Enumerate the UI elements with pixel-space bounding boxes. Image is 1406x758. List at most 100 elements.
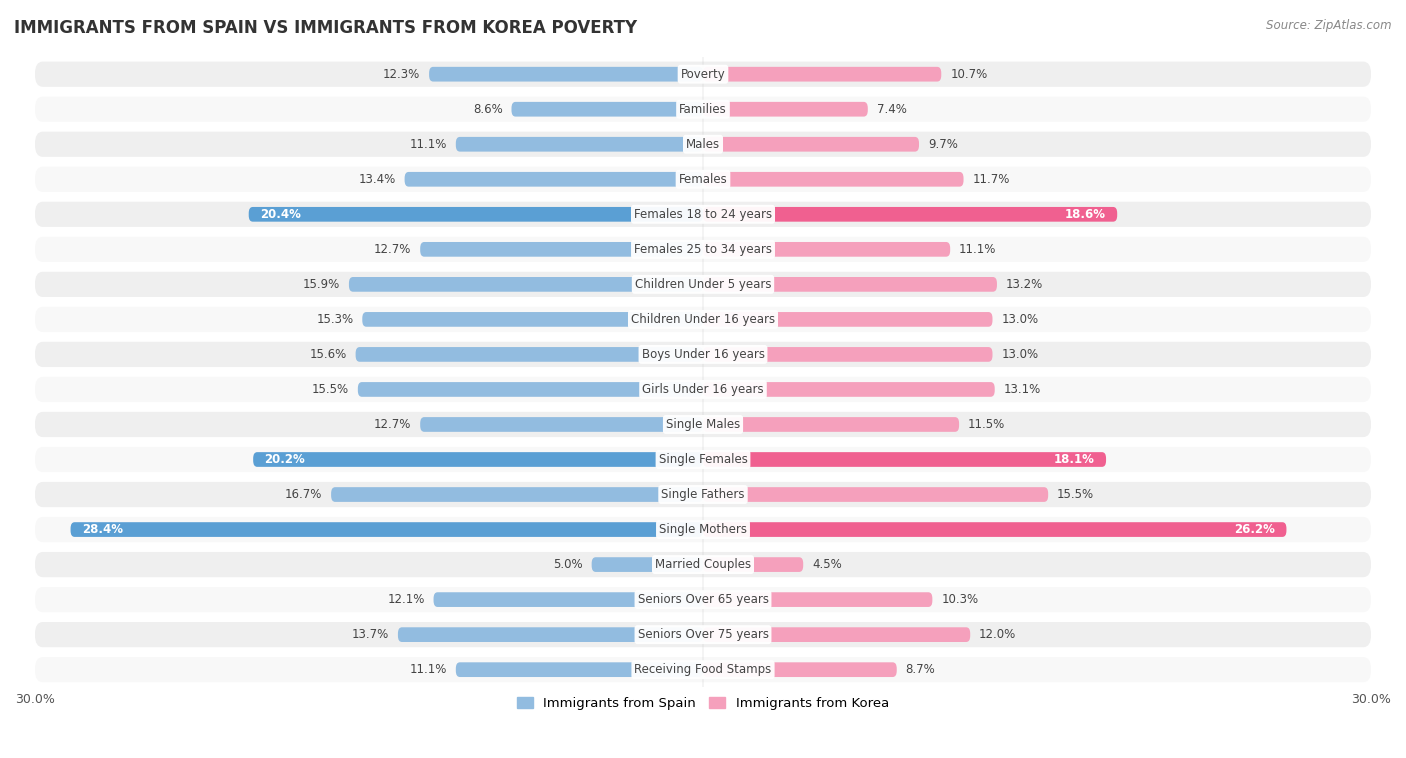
FancyBboxPatch shape: [703, 137, 920, 152]
FancyBboxPatch shape: [703, 557, 803, 572]
FancyBboxPatch shape: [35, 517, 1371, 542]
FancyBboxPatch shape: [420, 242, 703, 257]
FancyBboxPatch shape: [249, 207, 703, 221]
FancyBboxPatch shape: [703, 452, 1107, 467]
Text: IMMIGRANTS FROM SPAIN VS IMMIGRANTS FROM KOREA POVERTY: IMMIGRANTS FROM SPAIN VS IMMIGRANTS FROM…: [14, 19, 637, 37]
FancyBboxPatch shape: [703, 592, 932, 607]
Text: Source: ZipAtlas.com: Source: ZipAtlas.com: [1267, 19, 1392, 32]
Text: 11.1%: 11.1%: [409, 138, 447, 151]
Text: 9.7%: 9.7%: [928, 138, 957, 151]
Text: 28.4%: 28.4%: [82, 523, 122, 536]
FancyBboxPatch shape: [35, 202, 1371, 227]
FancyBboxPatch shape: [35, 132, 1371, 157]
FancyBboxPatch shape: [359, 382, 703, 396]
FancyBboxPatch shape: [703, 347, 993, 362]
FancyBboxPatch shape: [405, 172, 703, 186]
Text: Females 18 to 24 years: Females 18 to 24 years: [634, 208, 772, 221]
Text: 8.7%: 8.7%: [905, 663, 935, 676]
FancyBboxPatch shape: [35, 657, 1371, 682]
Text: 12.7%: 12.7%: [374, 418, 412, 431]
Text: 11.1%: 11.1%: [959, 243, 997, 256]
Text: Children Under 16 years: Children Under 16 years: [631, 313, 775, 326]
Text: 12.7%: 12.7%: [374, 243, 412, 256]
FancyBboxPatch shape: [703, 67, 941, 82]
Text: 15.3%: 15.3%: [316, 313, 353, 326]
Text: 20.4%: 20.4%: [260, 208, 301, 221]
FancyBboxPatch shape: [703, 417, 959, 432]
FancyBboxPatch shape: [456, 137, 703, 152]
FancyBboxPatch shape: [703, 628, 970, 642]
FancyBboxPatch shape: [35, 61, 1371, 87]
FancyBboxPatch shape: [35, 622, 1371, 647]
Text: Single Mothers: Single Mothers: [659, 523, 747, 536]
FancyBboxPatch shape: [512, 102, 703, 117]
Text: 12.0%: 12.0%: [979, 628, 1017, 641]
Text: Families: Families: [679, 103, 727, 116]
Text: 8.6%: 8.6%: [472, 103, 502, 116]
FancyBboxPatch shape: [35, 342, 1371, 367]
Text: 7.4%: 7.4%: [877, 103, 907, 116]
FancyBboxPatch shape: [349, 277, 703, 292]
FancyBboxPatch shape: [420, 417, 703, 432]
Text: 10.7%: 10.7%: [950, 67, 987, 80]
Text: Boys Under 16 years: Boys Under 16 years: [641, 348, 765, 361]
FancyBboxPatch shape: [456, 662, 703, 677]
Text: Children Under 5 years: Children Under 5 years: [634, 278, 772, 291]
FancyBboxPatch shape: [35, 236, 1371, 262]
Text: 20.2%: 20.2%: [264, 453, 305, 466]
FancyBboxPatch shape: [35, 307, 1371, 332]
Text: Poverty: Poverty: [681, 67, 725, 80]
FancyBboxPatch shape: [592, 557, 703, 572]
Text: Single Fathers: Single Fathers: [661, 488, 745, 501]
FancyBboxPatch shape: [70, 522, 703, 537]
Text: 11.7%: 11.7%: [973, 173, 1010, 186]
Text: 16.7%: 16.7%: [285, 488, 322, 501]
Text: 13.7%: 13.7%: [352, 628, 389, 641]
Text: 15.6%: 15.6%: [309, 348, 347, 361]
Text: 18.6%: 18.6%: [1066, 208, 1107, 221]
FancyBboxPatch shape: [35, 552, 1371, 577]
Text: 15.9%: 15.9%: [302, 278, 340, 291]
Text: 26.2%: 26.2%: [1234, 523, 1275, 536]
FancyBboxPatch shape: [703, 102, 868, 117]
FancyBboxPatch shape: [356, 347, 703, 362]
Text: Married Couples: Married Couples: [655, 558, 751, 571]
FancyBboxPatch shape: [703, 172, 963, 186]
FancyBboxPatch shape: [703, 207, 1118, 221]
FancyBboxPatch shape: [35, 96, 1371, 122]
FancyBboxPatch shape: [35, 167, 1371, 192]
Text: 13.2%: 13.2%: [1005, 278, 1043, 291]
Text: 5.0%: 5.0%: [553, 558, 582, 571]
Text: Males: Males: [686, 138, 720, 151]
FancyBboxPatch shape: [703, 487, 1047, 502]
Text: 13.4%: 13.4%: [359, 173, 395, 186]
Text: 13.1%: 13.1%: [1004, 383, 1040, 396]
Legend: Immigrants from Spain, Immigrants from Korea: Immigrants from Spain, Immigrants from K…: [512, 691, 894, 716]
FancyBboxPatch shape: [429, 67, 703, 82]
Text: Girls Under 16 years: Girls Under 16 years: [643, 383, 763, 396]
Text: 11.5%: 11.5%: [967, 418, 1005, 431]
FancyBboxPatch shape: [703, 522, 1286, 537]
FancyBboxPatch shape: [433, 592, 703, 607]
Text: 12.3%: 12.3%: [382, 67, 420, 80]
Text: 15.5%: 15.5%: [312, 383, 349, 396]
Text: Females: Females: [679, 173, 727, 186]
FancyBboxPatch shape: [35, 377, 1371, 402]
Text: 15.5%: 15.5%: [1057, 488, 1094, 501]
Text: 13.0%: 13.0%: [1001, 313, 1039, 326]
Text: 11.1%: 11.1%: [409, 663, 447, 676]
FancyBboxPatch shape: [35, 482, 1371, 507]
Text: Single Females: Single Females: [658, 453, 748, 466]
Text: Females 25 to 34 years: Females 25 to 34 years: [634, 243, 772, 256]
FancyBboxPatch shape: [330, 487, 703, 502]
FancyBboxPatch shape: [35, 272, 1371, 297]
FancyBboxPatch shape: [35, 447, 1371, 472]
Text: 12.1%: 12.1%: [387, 593, 425, 606]
FancyBboxPatch shape: [703, 242, 950, 257]
Text: Single Males: Single Males: [666, 418, 740, 431]
FancyBboxPatch shape: [253, 452, 703, 467]
Text: 4.5%: 4.5%: [813, 558, 842, 571]
FancyBboxPatch shape: [35, 412, 1371, 437]
FancyBboxPatch shape: [703, 662, 897, 677]
Text: 13.0%: 13.0%: [1001, 348, 1039, 361]
